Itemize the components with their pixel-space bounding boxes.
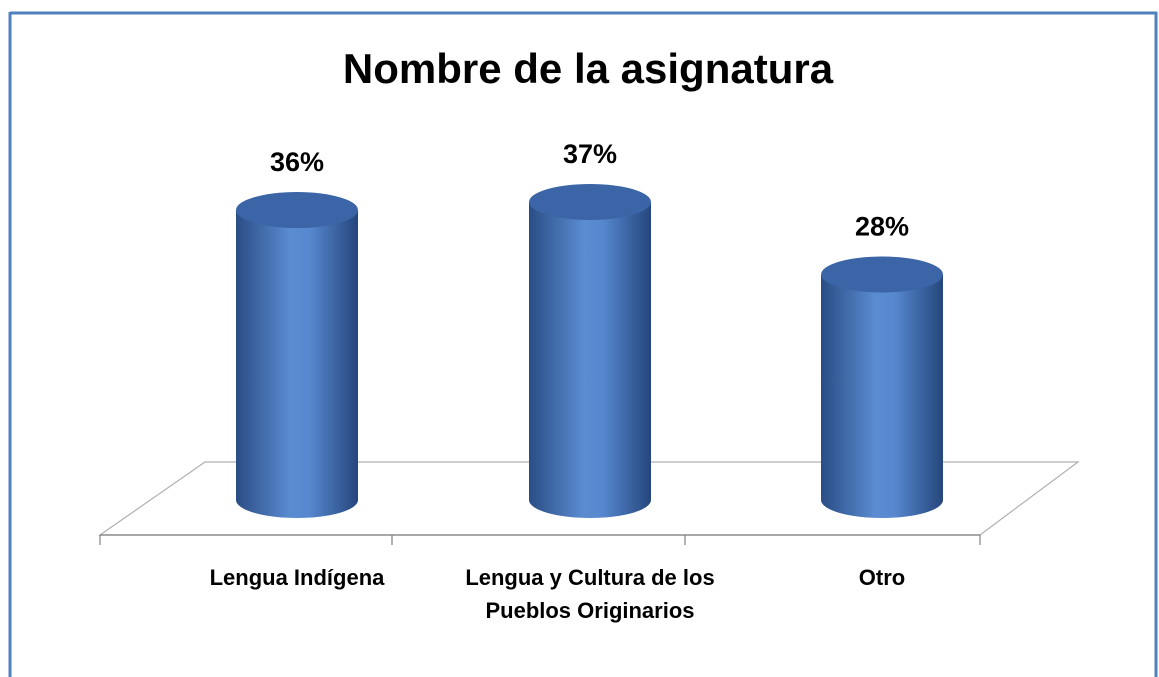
- value-label: 36%: [270, 147, 324, 177]
- cylinder-body: [821, 274, 943, 518]
- cylinder-body: [236, 210, 358, 518]
- bar: [821, 256, 943, 518]
- bar: [236, 192, 358, 518]
- cylinder-top: [821, 256, 943, 293]
- x-tick-label: Lengua y Cultura de los Pueblos Originar…: [465, 565, 715, 623]
- value-label: 37%: [563, 139, 617, 169]
- cylinder-body: [529, 202, 651, 518]
- x-axis: [99, 534, 981, 545]
- x-tick-label: Otro: [858, 565, 906, 590]
- cylinder-top: [236, 192, 358, 229]
- cylinder-top: [529, 184, 651, 220]
- bar: [529, 184, 651, 518]
- chart-title: Nombre de la asignatura: [343, 45, 834, 92]
- value-label: 28%: [855, 212, 909, 242]
- x-tick-label: Lengua Indígena: [209, 565, 385, 590]
